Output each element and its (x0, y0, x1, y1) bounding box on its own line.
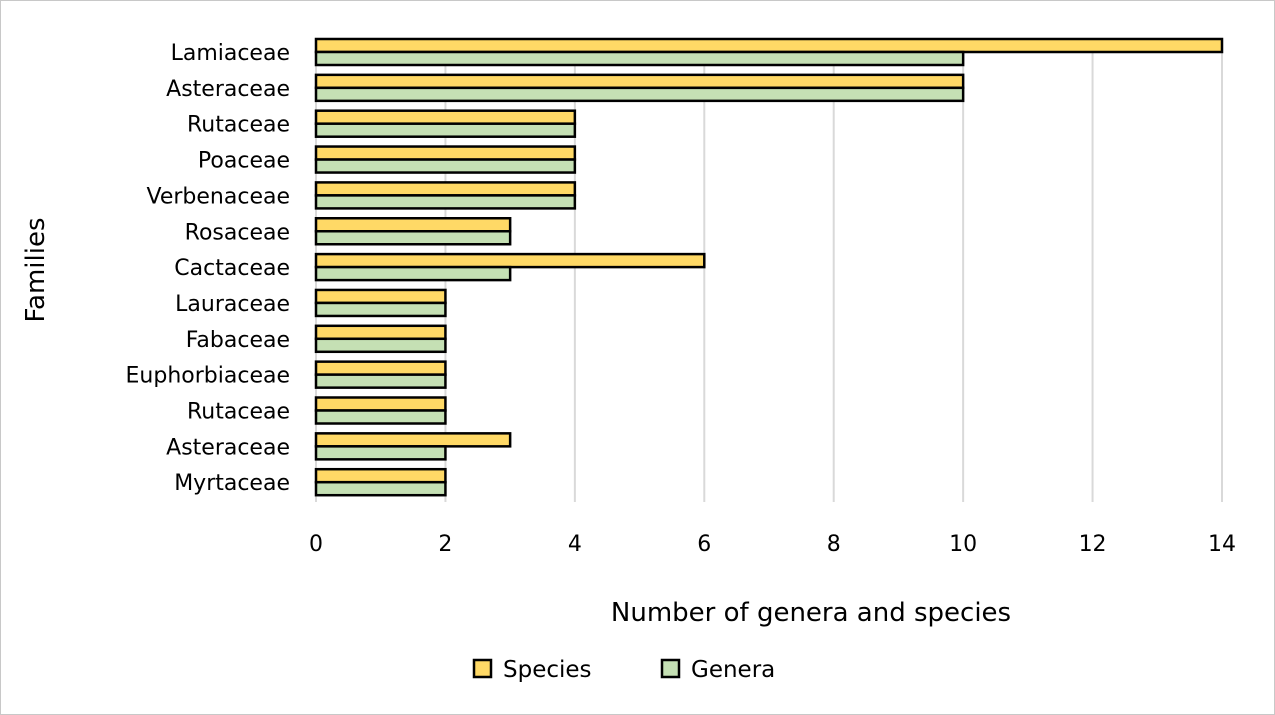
category-label: Rosaceae (185, 220, 290, 245)
bar-genera (314, 50, 965, 67)
bar-genera (314, 480, 447, 497)
x-tick-label: 4 (568, 532, 582, 557)
category-label: Verbenaceae (147, 184, 291, 209)
bar-species (314, 109, 577, 125)
x-tick-label: 8 (827, 532, 841, 557)
category-label: Rutaceae (187, 400, 290, 425)
bar-genera (314, 158, 577, 174)
bar-species (314, 181, 577, 197)
bar-species (314, 432, 512, 448)
category-label: Fabaceae (186, 328, 290, 353)
bar-species (314, 396, 447, 412)
bar-genera (314, 265, 512, 282)
category-label: Euphorbiaceae (126, 364, 290, 389)
category-label: Rutaceae (187, 113, 290, 138)
bar-species (314, 252, 706, 269)
legend-swatch-genera (660, 658, 681, 679)
bar-genera (314, 301, 447, 318)
bar-genera (314, 445, 447, 461)
bar-species (314, 73, 965, 90)
x-tick-label: 0 (309, 532, 323, 557)
x-tick-label: 2 (438, 532, 452, 557)
legend-label-genera: Genera (691, 657, 775, 683)
category-label: Asteraceae (166, 77, 290, 102)
bar-genera (314, 373, 447, 389)
legend: Species Genera (472, 657, 775, 683)
x-tick-label: 6 (697, 532, 711, 557)
legend-label-species: Species (503, 657, 592, 683)
x-tick-label: 10 (949, 532, 977, 557)
bar-species (314, 288, 447, 305)
bar-species (314, 324, 447, 341)
category-label: Lauraceae (175, 292, 290, 317)
category-label: Myrtaceae (174, 471, 290, 496)
bar-genera (314, 194, 577, 210)
bar-genera (314, 337, 447, 354)
bar-species (314, 360, 447, 376)
bar-species (314, 37, 1224, 54)
x-tick-label: 12 (1079, 532, 1107, 557)
category-label: Cactaceae (174, 256, 290, 281)
bar-species (314, 217, 512, 233)
category-label: Asteraceae (166, 435, 290, 460)
y-axis-label: Families (21, 217, 51, 322)
bar-species (314, 467, 447, 484)
category-label: Lamiaceae (171, 41, 290, 66)
bar-genera (314, 230, 512, 246)
bar-genera (314, 86, 965, 103)
category-label: Poaceae (198, 149, 290, 174)
x-axis-label: Number of genera and species (611, 598, 1011, 628)
x-tick-label: 14 (1208, 532, 1236, 557)
bar-genera (314, 409, 447, 425)
bar-species (314, 145, 577, 161)
bar-genera (314, 122, 577, 138)
legend-swatch-species (472, 658, 493, 679)
